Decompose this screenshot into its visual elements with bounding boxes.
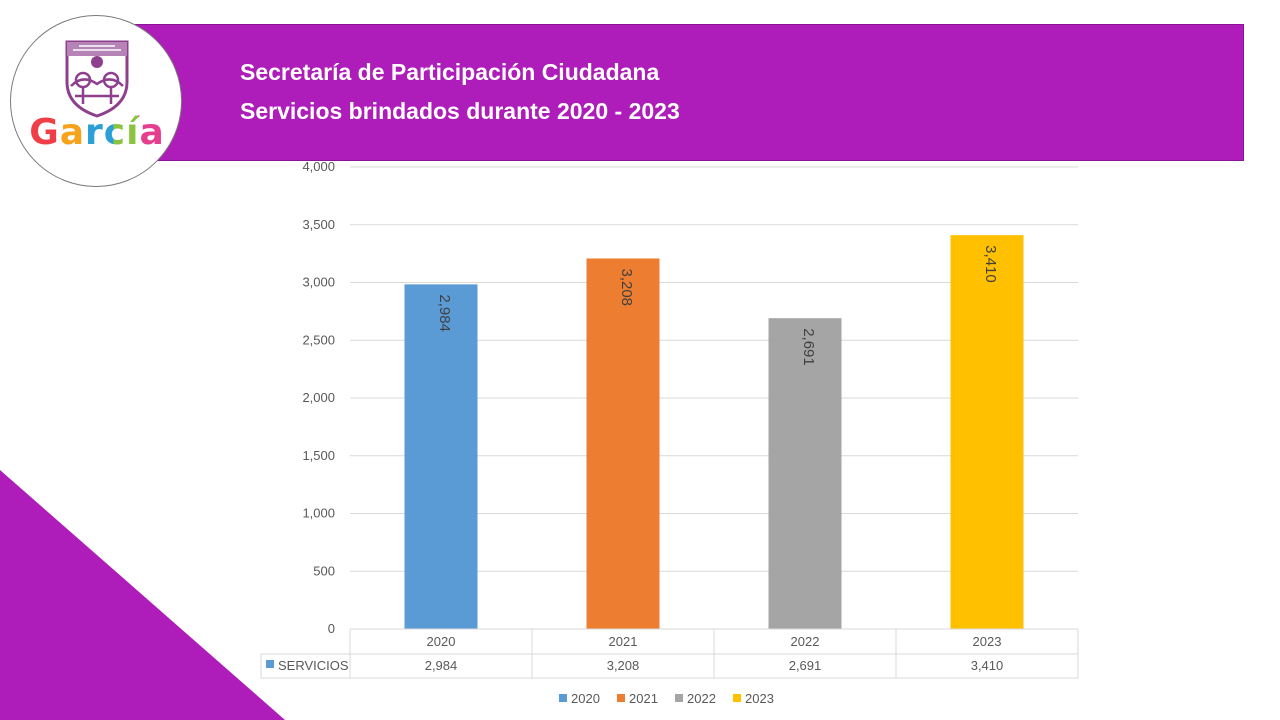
legend-swatch-2020 bbox=[559, 694, 567, 702]
x-category-label: 2020 bbox=[427, 634, 456, 649]
table-series-swatch bbox=[266, 660, 274, 668]
legend-swatch-2021 bbox=[617, 694, 625, 702]
bar-2022 bbox=[768, 318, 842, 629]
shield-emblem-icon bbox=[65, 40, 129, 118]
logo-text: García bbox=[29, 112, 165, 153]
y-tick-label: 0 bbox=[328, 621, 335, 636]
table-value: 2,691 bbox=[789, 658, 822, 673]
data-label: 2,984 bbox=[436, 294, 453, 332]
y-tick-label: 4,000 bbox=[302, 159, 335, 174]
x-category-label: 2022 bbox=[791, 634, 820, 649]
y-tick-label: 2,500 bbox=[302, 332, 335, 347]
legend-swatch-2023 bbox=[733, 694, 741, 702]
y-tick-label: 3,500 bbox=[302, 217, 335, 232]
legend-label: 2023 bbox=[745, 691, 774, 706]
bar-2021 bbox=[586, 258, 660, 629]
y-tick-label: 2,000 bbox=[302, 390, 335, 405]
y-tick-label: 3,000 bbox=[302, 275, 335, 290]
y-tick-label: 1,500 bbox=[302, 448, 335, 463]
bar-2020 bbox=[404, 284, 478, 629]
legend-label: 2021 bbox=[629, 691, 658, 706]
legend-label: 2022 bbox=[687, 691, 716, 706]
x-category-label: 2023 bbox=[973, 634, 1002, 649]
data-label: 3,208 bbox=[618, 268, 635, 306]
legend-swatch-2022 bbox=[675, 694, 683, 702]
table-value: 2,984 bbox=[425, 658, 458, 673]
logo-wordmark: García bbox=[11, 112, 181, 153]
bar-2023 bbox=[950, 235, 1024, 629]
data-label: 2,691 bbox=[800, 328, 817, 366]
page-subtitle: Servicios brindados durante 2020 - 2023 bbox=[240, 98, 680, 124]
y-tick-label: 1,000 bbox=[302, 506, 335, 521]
legend-label: 2020 bbox=[571, 691, 600, 706]
data-label: 3,410 bbox=[982, 245, 999, 283]
corner-decoration bbox=[0, 470, 285, 720]
table-row-label: SERVICIOS bbox=[278, 658, 349, 673]
table-value: 3,208 bbox=[607, 658, 640, 673]
garcia-logo: García bbox=[10, 15, 182, 187]
table-value: 3,410 bbox=[971, 658, 1004, 673]
header-banner bbox=[135, 24, 1244, 161]
page-title: Secretaría de Participación Ciudadana bbox=[240, 59, 660, 85]
x-category-label: 2021 bbox=[609, 634, 638, 649]
y-tick-label: 500 bbox=[313, 563, 335, 578]
